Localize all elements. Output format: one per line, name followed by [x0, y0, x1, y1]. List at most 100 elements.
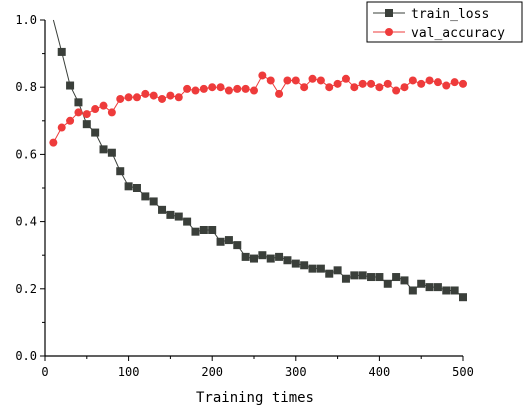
val-accuracy-point: [216, 83, 225, 92]
train-loss-point: [325, 269, 334, 278]
val-accuracy-point: [333, 79, 342, 88]
series-train-loss: [52, 19, 467, 302]
val-accuracy-point: [82, 110, 91, 119]
legend-item-val-accuracy: val_accuracy: [373, 26, 505, 41]
train-loss-point: [208, 226, 217, 234]
val-accuracy-point: [350, 83, 359, 92]
y-tick-label: 0.2: [15, 282, 37, 296]
val-accuracy-point: [275, 89, 284, 98]
val-accuracy-point: [392, 86, 401, 95]
val-accuracy-point: [258, 71, 267, 80]
x-tick-label: 200: [201, 365, 223, 379]
val-accuracy-point: [459, 79, 467, 88]
val-accuracy-point: [266, 76, 275, 85]
val-accuracy-point: [358, 79, 367, 88]
val-accuracy-point: [442, 81, 451, 90]
train-loss-point: [191, 227, 200, 236]
val-accuracy-point: [208, 83, 217, 92]
train-loss-point: [233, 241, 242, 250]
val-accuracy-point: [367, 79, 376, 88]
train-loss-point: [442, 286, 451, 295]
val-accuracy-point: [166, 91, 175, 100]
val-accuracy-point: [425, 76, 434, 85]
train-loss-point: [91, 128, 100, 137]
val-accuracy-point: [183, 84, 192, 93]
val-accuracy-point: [91, 105, 100, 114]
train-loss-point: [350, 271, 359, 280]
train-loss-point: [333, 266, 342, 275]
y-tick-label: 1.0: [15, 13, 37, 27]
train-loss-point: [408, 286, 417, 295]
train-loss-point: [116, 167, 125, 176]
val-accuracy-point: [158, 94, 167, 103]
train-loss-point: [57, 47, 66, 56]
val-accuracy-point: [57, 123, 66, 132]
train-loss-point: [107, 148, 116, 157]
train-loss-point: [224, 236, 233, 245]
x-tick-label: 100: [118, 365, 140, 379]
train-loss-point: [158, 205, 167, 214]
val-accuracy-point: [116, 94, 125, 103]
train-loss-point: [358, 271, 367, 280]
val-accuracy-point: [174, 93, 183, 102]
val-accuracy-point: [107, 108, 116, 117]
series-layer: [49, 19, 467, 302]
train-loss-point: [450, 286, 459, 295]
train-loss-point: [149, 197, 158, 206]
val-accuracy-point: [224, 86, 233, 95]
val-accuracy-point: [308, 74, 317, 83]
val-accuracy-point: [291, 76, 300, 85]
y-tick-label: 0.0: [15, 349, 37, 363]
val-accuracy-point: [49, 138, 58, 147]
val-accuracy-point: [199, 84, 208, 93]
series-val-accuracy: [49, 71, 467, 147]
train-loss-point: [383, 279, 392, 288]
train-loss-point: [375, 273, 384, 282]
train-loss-point: [99, 145, 108, 154]
val-accuracy-point: [241, 84, 250, 93]
train-loss-point: [250, 254, 258, 263]
train-loss-point: [166, 210, 175, 219]
train-loss-point: [400, 276, 409, 285]
val-accuracy-point: [400, 83, 409, 92]
train-loss-point: [433, 283, 442, 292]
legend-label: train_loss: [411, 7, 489, 22]
y-tick-label: 0.8: [15, 80, 37, 94]
val-accuracy-point: [325, 83, 334, 92]
legend: train_loss val_accuracy: [366, 1, 523, 43]
val-accuracy-point: [316, 76, 325, 85]
train-loss-point: [258, 251, 267, 260]
train-loss-point: [341, 274, 350, 283]
x-axis-title: Training times: [196, 390, 314, 406]
train-loss-point: [459, 293, 467, 302]
val-accuracy-point: [383, 79, 392, 88]
train-loss-point: [241, 252, 250, 261]
val-accuracy-point: [450, 78, 459, 87]
train-loss-point: [308, 264, 317, 273]
x-tick-label: 500: [452, 365, 474, 379]
x-tick-label: 400: [369, 365, 391, 379]
train-loss-line: [52, 19, 464, 298]
train-loss-point: [367, 273, 376, 282]
val-accuracy-point: [99, 101, 108, 110]
train-loss-point: [74, 98, 83, 107]
val-accuracy-point: [132, 93, 141, 102]
y-tick-label: 0.4: [15, 215, 37, 229]
train-loss-point: [141, 192, 150, 201]
val-accuracy-point: [300, 83, 309, 92]
legend-marker-square: [385, 9, 393, 17]
val-accuracy-point: [141, 89, 150, 98]
legend-marker-circle: [385, 28, 393, 36]
train-loss-point: [300, 261, 309, 270]
val-accuracy-point: [250, 86, 258, 95]
legend-label: val_accuracy: [411, 26, 505, 41]
train-loss-point: [216, 237, 225, 246]
x-tick-label: 0: [41, 365, 48, 379]
val-accuracy-point: [375, 83, 384, 92]
val-accuracy-point: [66, 116, 75, 125]
val-accuracy-point: [341, 74, 350, 83]
val-accuracy-point: [408, 76, 417, 85]
train-loss-point: [66, 81, 75, 90]
train-loss-point: [392, 273, 401, 282]
